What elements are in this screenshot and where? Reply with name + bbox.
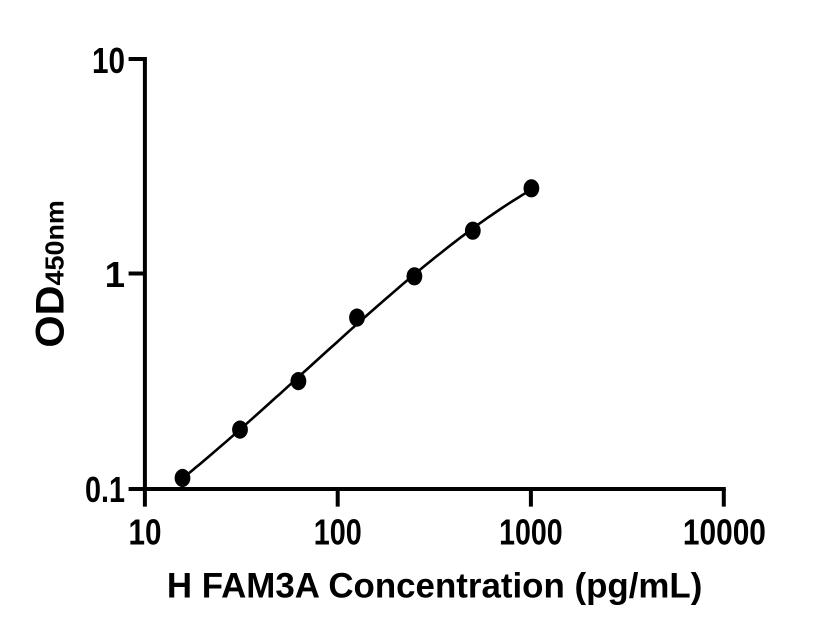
svg-text:10: 10: [129, 512, 162, 553]
svg-text:1000: 1000: [499, 512, 563, 553]
svg-text:OD450nm: OD450nm: [29, 200, 73, 348]
svg-text:1: 1: [105, 254, 125, 295]
svg-text:0.1: 0.1: [85, 469, 125, 510]
svg-text:100: 100: [314, 512, 362, 553]
svg-text:10: 10: [92, 40, 125, 81]
svg-text:H FAM3A Concentration (pg/mL): H FAM3A Concentration (pg/mL): [167, 566, 703, 605]
svg-text:10000: 10000: [683, 512, 766, 553]
